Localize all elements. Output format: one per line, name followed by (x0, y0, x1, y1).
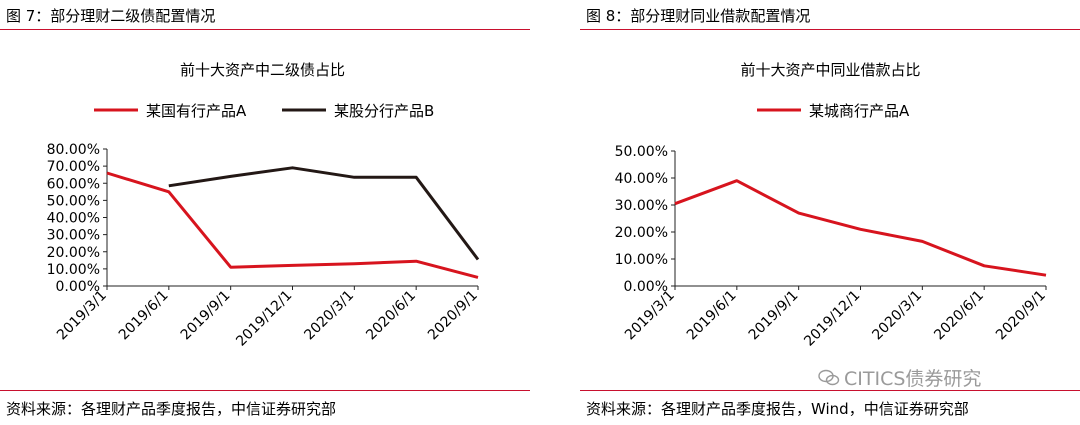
figure-8-bottom-rule (580, 390, 1080, 391)
figure-8-top-rule (580, 29, 1080, 30)
wechat-icon (818, 369, 840, 385)
left-chart-title: 前十大资产中二级债占比 (180, 61, 345, 79)
right-x-tick-label: 2019/9/1 (746, 288, 802, 344)
right-x-tick-label: 2019/12/1 (801, 288, 863, 350)
left-y-tick-label: 40.00% (47, 211, 100, 227)
right-y-tick-label: 50.00% (615, 144, 668, 160)
right-y-tick-label: 10.00% (615, 252, 668, 268)
figure-7-source: 资料来源：各理财产品季度报告，中信证券研究部 (6, 400, 337, 418)
figure-7-bottom-rule (0, 390, 530, 391)
left-y-tick-label: 80.00% (47, 142, 100, 158)
left-y-tick-label: 30.00% (47, 228, 100, 244)
left-y-tick-label: 70.00% (47, 159, 100, 175)
left-x-tick-label: 2019/9/1 (178, 288, 234, 344)
left-x-tick-label: 2020/9/1 (425, 288, 481, 344)
right-x-tick-label: 2019/3/1 (622, 288, 678, 344)
figure-8-panel: 图 8：部分理财同业借款配置情况 前十大资产中同业借款占比某城商行产品A 0.00… (580, 0, 1080, 425)
left-y-tick-label: 60.00% (47, 176, 100, 192)
left-x-tick-label: 2020/3/1 (301, 288, 357, 344)
left-x-tick-label: 2019/12/1 (233, 288, 295, 350)
right-series-line-1 (674, 179, 1047, 277)
left-series-line-2 (168, 166, 480, 261)
figure-7-panel: 图 7：部分理财二级债配置情况 前十大资产中二级债占比某国有行产品A 某股分行产品… (0, 0, 530, 425)
right-y-tick-label: 20.00% (615, 225, 668, 241)
left-x-tick-label: 2019/3/1 (54, 288, 110, 344)
left-series-line-1 (106, 171, 479, 279)
left-x-tick-label: 2020/6/1 (363, 288, 419, 344)
figure-7-top-rule (0, 29, 530, 30)
figure-8-title: 图 8：部分理财同业借款配置情况 (586, 7, 811, 25)
watermark-text: CITICS债券研究 (844, 368, 982, 390)
left-y-tick-label: 50.00% (47, 193, 100, 209)
left-y-tick-label: 0.00% (56, 279, 100, 295)
right-x-tick-label: 2020/3/1 (869, 288, 925, 344)
right-x-tick-label: 2020/6/1 (931, 288, 987, 344)
right-x-tick-label: 2020/9/1 (993, 288, 1049, 344)
right-y-tick-label: 30.00% (615, 198, 668, 214)
right-x-tick-label: 2019/6/1 (684, 288, 740, 344)
watermark: CITICS债券研究 (818, 364, 981, 391)
figure-7-title: 图 7：部分理财二级债配置情况 (6, 7, 216, 25)
right-chart-title: 前十大资产中同业借款占比 (740, 61, 920, 79)
right-y-tick-label: 40.00% (615, 171, 668, 187)
left-x-tick-label: 2019/6/1 (116, 288, 172, 344)
left-y-tick-label: 20.00% (47, 245, 100, 261)
left-legend-label-2: 某股分行产品B (334, 102, 434, 120)
right-legend-label-1: 某城商行产品A (809, 102, 910, 120)
left-y-tick-label: 10.00% (47, 262, 100, 278)
right-y-tick-label: 0.00% (624, 279, 668, 295)
left-legend-label-1: 某国有行产品A (146, 102, 247, 120)
figure-8-source: 资料来源：各理财产品季度报告，Wind，中信证券研究部 (586, 400, 969, 418)
